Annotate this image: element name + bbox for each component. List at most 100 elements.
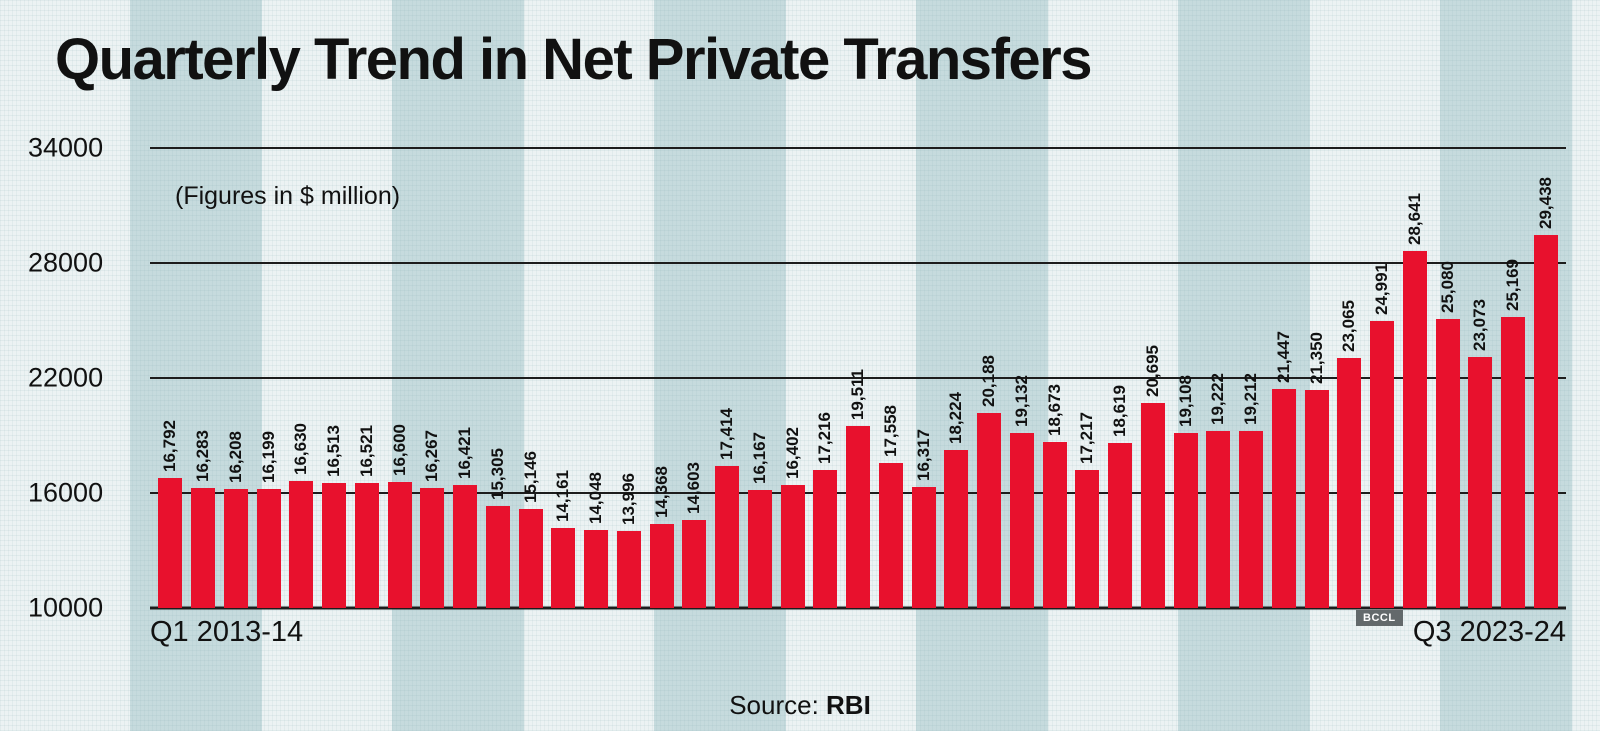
- bar-column: 18,619: [1104, 148, 1137, 608]
- bar: [616, 531, 641, 608]
- plot-area: 16,792 16,283 16,208 16,199 16,630 16,513 16,5…: [150, 147, 1566, 610]
- bar: [1337, 357, 1362, 608]
- bar: [256, 489, 281, 608]
- bar-column: 14,603: [678, 148, 711, 608]
- bar-value-label: 29,438: [1535, 177, 1555, 230]
- bar: [223, 489, 248, 608]
- bar-column: 17,216: [809, 148, 842, 608]
- grid-line: [150, 147, 1566, 149]
- grid-line: [150, 262, 1566, 264]
- bar-value-label: 15,305: [487, 448, 507, 501]
- bar-value-label: 25,169: [1503, 259, 1523, 312]
- bar: [682, 519, 707, 608]
- bar: [649, 524, 674, 608]
- bar-column: 16,267: [416, 148, 449, 608]
- bar-column: 17,414: [711, 148, 744, 608]
- bar: [420, 487, 445, 608]
- bar-value-label: 18,673: [1044, 383, 1064, 436]
- bar: [715, 465, 740, 608]
- bar-value-label: 17,216: [815, 411, 835, 464]
- bar-column: 14,368: [645, 148, 678, 608]
- bar-column: 20,188: [973, 148, 1006, 608]
- y-tick-label: 34000: [28, 132, 104, 163]
- bar-value-label: 20,695: [1142, 345, 1162, 398]
- y-tick-label: 22000: [28, 362, 104, 393]
- bar: [453, 484, 478, 608]
- y-axis-labels: 34000 28000 22000 16000 10000: [28, 133, 144, 623]
- source-label: Source:: [729, 690, 819, 720]
- x-axis-label-last: Q3 2023-24: [1412, 616, 1566, 648]
- bar: [780, 485, 805, 608]
- bar-value-label: 21,447: [1273, 330, 1293, 383]
- bar-column: 19,108: [1169, 148, 1202, 608]
- bar-column: 14,048: [580, 148, 613, 608]
- bar-column: 16,402: [776, 148, 809, 608]
- y-tick-label: 16000: [28, 477, 104, 508]
- bar: [1239, 431, 1264, 608]
- bar-value-label: 16,167: [749, 431, 769, 484]
- bar-value-label: 16,792: [160, 419, 180, 472]
- bar: [944, 450, 969, 608]
- bar-value-label: 17,217: [1077, 411, 1097, 464]
- bar: [354, 483, 379, 608]
- bar-column: 16,513: [318, 148, 351, 608]
- bar-value-label: 28,641: [1404, 192, 1424, 245]
- bar-column: 29,438: [1530, 148, 1563, 608]
- bar-value-label: 16,317: [913, 428, 933, 481]
- bar-value-label: 19,222: [1208, 373, 1228, 426]
- bar-column: 16,521: [351, 148, 384, 608]
- bar-column: 18,673: [1038, 148, 1071, 608]
- bar-value-label: 14,161: [553, 470, 573, 523]
- bar: [813, 469, 838, 608]
- bar-value-label: 17,558: [880, 405, 900, 458]
- bar: [1435, 318, 1460, 608]
- bar-value-label: 19,511: [848, 368, 868, 420]
- bar-value-label: 19,108: [1175, 375, 1195, 428]
- bar: [878, 463, 903, 608]
- bar-column: 15,305: [482, 148, 515, 608]
- bar: [1173, 433, 1198, 608]
- bar: [1042, 441, 1067, 608]
- bar-value-label: 18,224: [946, 392, 966, 445]
- bar: [1009, 432, 1034, 608]
- bar-column: 15,146: [514, 148, 547, 608]
- y-tick-label: 28000: [28, 247, 104, 278]
- bar: [1075, 469, 1100, 608]
- bar-column: 21,447: [1268, 148, 1301, 608]
- bar-column: 25,080: [1431, 148, 1464, 608]
- bar-column: 24,991: [1366, 148, 1399, 608]
- bar-value-label: 16,421: [455, 426, 475, 479]
- bar: [1533, 235, 1558, 608]
- bar-column: 18,224: [940, 148, 973, 608]
- bar-column: 16,283: [187, 148, 220, 608]
- bar-value-label: 24,991: [1372, 262, 1392, 315]
- bar: [1206, 431, 1231, 608]
- bar-value-label: 19,132: [1011, 374, 1031, 427]
- bar-value-label: 16,402: [782, 427, 802, 480]
- bar: [1271, 388, 1296, 608]
- bar-column: 16,630: [285, 148, 318, 608]
- bar: [289, 480, 314, 608]
- bar: [518, 509, 543, 608]
- bar: [387, 481, 412, 608]
- bar: [846, 425, 871, 608]
- bccl-watermark: BCCL: [1356, 610, 1403, 626]
- bar-value-label: 19,212: [1241, 373, 1261, 426]
- x-axis-label-first: Q1 2013-14: [150, 616, 304, 648]
- bar-column: 21,350: [1300, 148, 1333, 608]
- bar: [1140, 403, 1165, 608]
- bar-column: 16,208: [220, 148, 253, 608]
- bar-value-label: 16,199: [258, 431, 278, 484]
- bar-column: 16,792: [154, 148, 187, 608]
- bar-column: 16,167: [744, 148, 777, 608]
- grid-line: [150, 606, 1566, 610]
- source-value: RBI: [826, 690, 871, 720]
- bar-column: 16,600: [383, 148, 416, 608]
- bar-value-label: 21,350: [1306, 332, 1326, 385]
- bar-value-label: 20,188: [979, 354, 999, 407]
- bar-column: 20,695: [1137, 148, 1170, 608]
- bar: [1304, 390, 1329, 608]
- bar: [1402, 250, 1427, 608]
- bar-column: 19,222: [1202, 148, 1235, 608]
